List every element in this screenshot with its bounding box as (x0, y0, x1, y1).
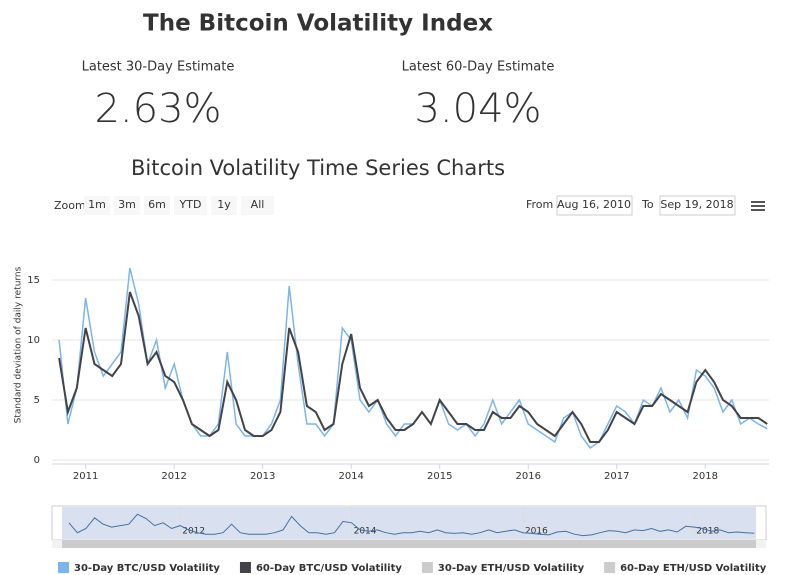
y-tick-label: 15 (27, 275, 40, 286)
y-tick-label: 5 (34, 395, 40, 406)
from-date: Aug 16, 2010 (557, 198, 631, 211)
legend-swatch[interactable] (239, 562, 251, 573)
x-tick-label: 2018 (693, 471, 718, 482)
zoom-button[interactable] (114, 196, 140, 215)
x-tick-label: 2017 (604, 471, 629, 482)
line-series (58, 267, 768, 450)
to-date: Sep 19, 2018 (660, 198, 733, 211)
to-label: To (641, 198, 654, 211)
menu-bar (751, 209, 765, 211)
zoom-button-label: 6m (148, 198, 166, 211)
zoom-button[interactable] (144, 196, 170, 215)
menu-bar (751, 205, 765, 207)
zoom-button-label: 1y (217, 198, 231, 211)
legend-label[interactable]: 60-Day BTC/USD Volatility (256, 563, 402, 574)
from-input[interactable] (556, 195, 633, 216)
zoom-button[interactable] (241, 196, 274, 215)
legend-swatch[interactable] (58, 562, 69, 573)
y-tick-label: 0 (34, 455, 40, 466)
navigator-tick-label: 2014 (354, 527, 377, 537)
x-tick-label: 2011 (73, 471, 98, 482)
estimate-label: Latest 60-Day Estimate (402, 60, 555, 75)
page-title: The Bitcoin Volatility Index (143, 11, 493, 37)
zoom-button[interactable] (211, 196, 237, 215)
zoom-button-label: All (251, 198, 265, 211)
line-series (58, 291, 768, 443)
menu-bar (751, 201, 765, 203)
x-tick-label: 2013 (250, 471, 275, 482)
scrollbar-thumb[interactable] (62, 540, 756, 548)
subtitle: Bitcoin Volatility Time Series Charts (131, 156, 505, 180)
legend-swatch[interactable] (421, 562, 433, 573)
x-tick-label: 2014 (338, 471, 363, 482)
navigator-tick-label: 2016 (525, 527, 548, 537)
menu-button[interactable] (751, 201, 765, 211)
y-tick-label: 10 (27, 335, 40, 346)
x-tick-label: 2015 (427, 471, 452, 482)
navigator-selection[interactable] (62, 507, 756, 539)
estimate-value: 3.04% (414, 86, 541, 132)
legend-label[interactable]: 60-Day ETH/USD Volatility (620, 563, 767, 574)
zoom-button-label: YTD (179, 198, 202, 211)
zoom-button[interactable] (174, 196, 207, 215)
to-input[interactable] (659, 195, 736, 216)
legend-label[interactable]: 30-Day BTC/USD Volatility (74, 563, 220, 574)
legend-swatch[interactable] (604, 562, 616, 573)
navigator-tick-label: 2018 (696, 527, 719, 537)
estimate-label: Latest 30-Day Estimate (82, 60, 235, 75)
x-tick-label: 2012 (161, 471, 186, 482)
y-axis-title: Standard deviation of daily returns (14, 266, 24, 423)
zoom-label: Zoom (54, 199, 86, 212)
zoom-button-label: 3m (118, 198, 136, 211)
navigator-series (68, 513, 755, 537)
zoom-button[interactable] (84, 196, 110, 215)
zoom-button-label: 1m (88, 198, 106, 211)
estimate-value: 2.63% (94, 86, 221, 132)
from-label: From (526, 198, 553, 211)
x-tick-label: 2016 (516, 471, 541, 482)
legend-label[interactable]: 30-Day ETH/USD Volatility (438, 563, 585, 574)
